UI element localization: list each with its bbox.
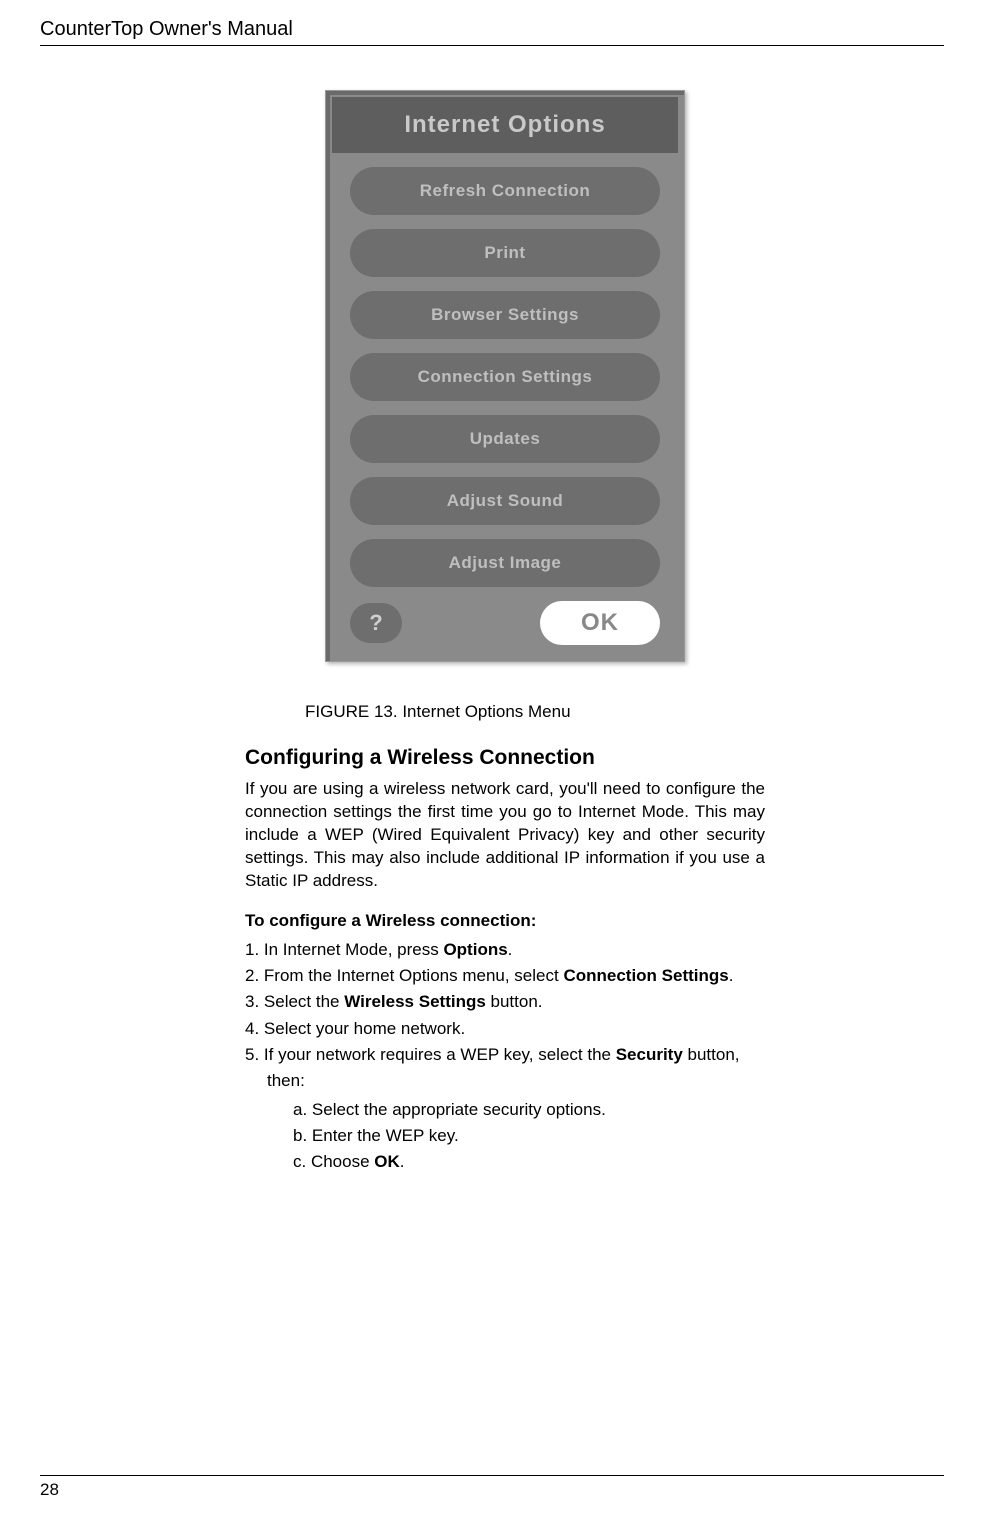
sub-step-b: b. Enter the WEP key. — [293, 1123, 765, 1149]
browser-settings-button[interactable]: Browser Settings — [350, 291, 660, 339]
ok-button[interactable]: OK — [540, 601, 660, 645]
step-1: 1. In Internet Mode, press Options. — [245, 937, 765, 963]
step-2: 2. From the Internet Options menu, selec… — [245, 963, 765, 989]
procedure-steps: 1. In Internet Mode, press Options. 2. F… — [245, 937, 765, 1176]
page-header: CounterTop Owner's Manual — [40, 18, 944, 46]
step-4: 4. Select your home network. — [245, 1016, 765, 1042]
section-body: If you are using a wireless network card… — [245, 778, 765, 893]
print-button[interactable]: Print — [350, 229, 660, 277]
connection-settings-button[interactable]: Connection Settings — [350, 353, 660, 401]
page-content: Internet Options Refresh Connection Prin… — [245, 90, 765, 1176]
panel-title: Internet Options — [332, 97, 678, 153]
step-5: 5. If your network requires a WEP key, s… — [245, 1042, 765, 1176]
refresh-connection-button[interactable]: Refresh Connection — [350, 167, 660, 215]
adjust-image-button[interactable]: Adjust Image — [350, 539, 660, 587]
section-heading: Configuring a Wireless Connection — [245, 746, 765, 770]
panel-bottom-row: ? OK — [350, 601, 660, 645]
sub-steps: a. Select the appropriate security optio… — [267, 1097, 765, 1176]
step-3: 3. Select the Wireless Settings button. — [245, 989, 765, 1015]
adjust-sound-button[interactable]: Adjust Sound — [350, 477, 660, 525]
internet-options-panel: Internet Options Refresh Connection Prin… — [325, 90, 685, 662]
sub-step-a: a. Select the appropriate security optio… — [293, 1097, 765, 1123]
sub-step-c: c. Choose OK. — [293, 1149, 765, 1175]
figure-text: Internet Options Menu — [402, 702, 570, 721]
figure-caption: FIGURE 13. Internet Options Menu — [305, 702, 765, 722]
procedure-heading: To configure a Wireless connection: — [245, 911, 765, 931]
help-button[interactable]: ? — [350, 603, 402, 643]
figure-label: FIGURE 13. — [305, 702, 398, 721]
updates-button[interactable]: Updates — [350, 415, 660, 463]
manual-title: CounterTop Owner's Manual — [40, 18, 293, 40]
page-footer: 28 — [40, 1475, 944, 1500]
page-number: 28 — [40, 1480, 59, 1499]
